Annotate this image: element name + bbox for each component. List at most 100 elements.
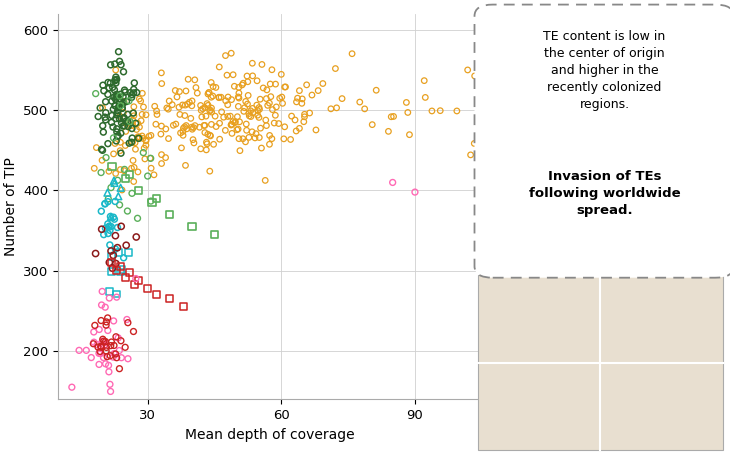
Point <box>275 71 287 78</box>
Point <box>104 288 116 295</box>
Point <box>204 106 216 114</box>
Point <box>164 295 176 302</box>
Point <box>254 95 266 103</box>
Point <box>118 115 129 123</box>
Point <box>247 72 258 79</box>
Point <box>134 123 145 131</box>
Point <box>174 88 185 95</box>
Point <box>206 121 218 128</box>
Point <box>128 79 140 87</box>
Point <box>114 365 126 372</box>
Point <box>127 139 139 146</box>
Point <box>111 111 123 118</box>
Point <box>137 132 148 140</box>
Point <box>247 109 259 116</box>
Point <box>383 128 394 135</box>
Point <box>226 96 237 103</box>
Point <box>116 104 128 112</box>
Point <box>96 146 107 153</box>
Point <box>88 340 99 347</box>
Point <box>109 102 120 109</box>
Point <box>232 93 244 101</box>
Point <box>98 354 110 361</box>
Point <box>651 303 663 310</box>
Point <box>663 298 675 305</box>
Point <box>103 368 115 375</box>
Point <box>89 322 101 329</box>
Point <box>105 61 117 68</box>
Point <box>96 207 107 215</box>
Point <box>155 69 167 77</box>
Point <box>204 168 215 175</box>
Point <box>160 154 172 161</box>
Point <box>160 125 172 133</box>
Point <box>201 146 212 154</box>
Point <box>180 162 191 169</box>
Point <box>249 134 261 141</box>
Point <box>110 260 122 267</box>
Point <box>285 136 296 143</box>
Point <box>385 113 397 120</box>
Point <box>264 80 276 88</box>
Point <box>170 120 182 128</box>
Point <box>292 95 304 102</box>
Point <box>207 83 219 90</box>
Point <box>102 79 114 86</box>
Point <box>96 344 107 351</box>
Point <box>95 169 107 176</box>
Point <box>128 178 139 185</box>
Point <box>138 103 150 111</box>
Point <box>110 245 121 252</box>
Point <box>104 388 116 395</box>
Point <box>234 118 245 125</box>
Point <box>174 129 186 137</box>
Point <box>177 132 189 139</box>
Point <box>107 353 119 361</box>
Point <box>106 112 118 119</box>
Point <box>137 111 148 118</box>
Point <box>119 86 131 94</box>
Point <box>299 113 310 120</box>
Point <box>105 184 117 191</box>
Point <box>120 118 132 125</box>
Point <box>265 93 277 101</box>
Point <box>104 79 116 87</box>
Point <box>103 168 115 175</box>
Point <box>507 302 518 309</box>
Point <box>137 149 149 156</box>
Point <box>220 52 231 59</box>
Point <box>104 381 116 388</box>
Point <box>110 291 122 298</box>
Point <box>201 140 213 147</box>
Point <box>118 114 130 121</box>
Point <box>118 99 129 106</box>
Point <box>222 101 234 108</box>
Point <box>195 102 207 109</box>
Point <box>116 266 128 274</box>
Point <box>114 99 126 106</box>
Point <box>189 122 201 129</box>
Point <box>625 317 637 325</box>
Point <box>224 112 236 120</box>
Point <box>179 112 191 119</box>
Point <box>667 307 679 314</box>
Point <box>233 84 245 91</box>
Point <box>130 146 142 153</box>
Point <box>100 347 112 355</box>
Point <box>266 66 277 73</box>
Point <box>196 106 207 114</box>
Text: Invasion of TEs
following worldwide
spread.: Invasion of TEs following worldwide spre… <box>529 170 680 217</box>
Point <box>163 135 174 142</box>
Point <box>131 134 143 142</box>
Point <box>110 91 122 98</box>
Point <box>92 113 104 120</box>
Point <box>130 275 142 282</box>
Point <box>269 80 281 88</box>
Point <box>115 337 127 344</box>
Point <box>107 264 118 272</box>
Point <box>95 343 107 350</box>
Point <box>128 109 139 117</box>
Point <box>115 268 126 275</box>
Point <box>273 120 285 127</box>
Point <box>636 409 648 416</box>
